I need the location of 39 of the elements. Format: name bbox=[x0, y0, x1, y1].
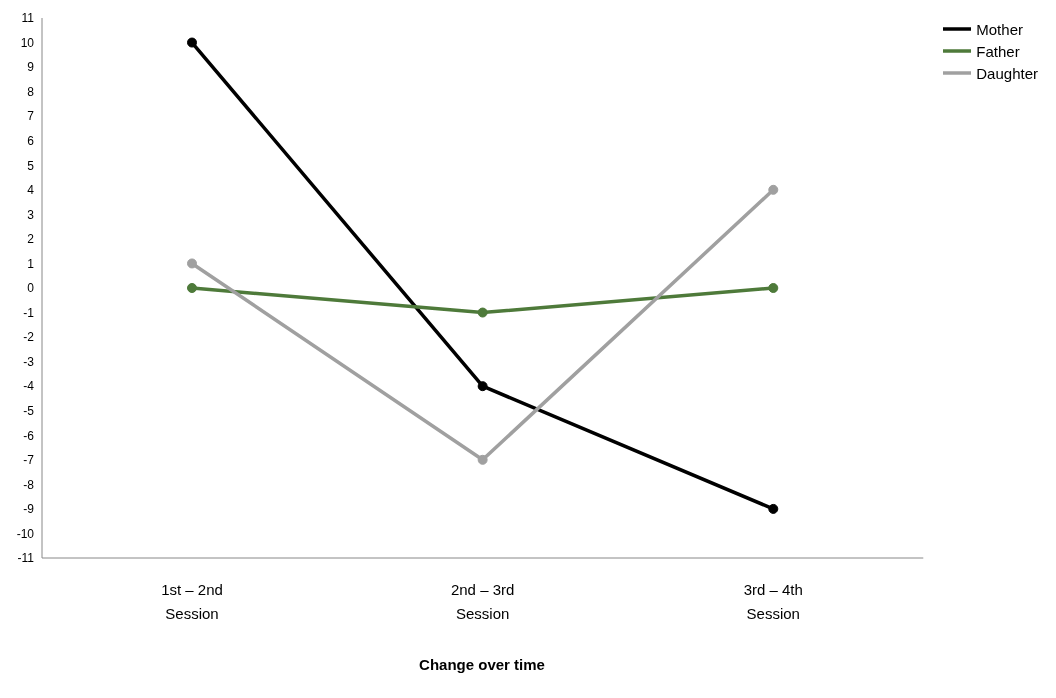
point bbox=[768, 184, 779, 195]
y-tick-label: 11 bbox=[21, 11, 35, 26]
y-tick-label: -5 bbox=[23, 403, 35, 418]
y-tick-label: 2 bbox=[27, 232, 35, 247]
y-tick-label: 7 bbox=[27, 109, 35, 124]
legend-label: Father bbox=[976, 42, 1020, 60]
y-tick-label: -1 bbox=[23, 305, 35, 320]
y-tick-label: -10 bbox=[16, 526, 35, 541]
y-tick-label: -2 bbox=[23, 330, 35, 345]
y-tick-label: -9 bbox=[23, 502, 35, 517]
x-tick-label: 3rd – 4th Session bbox=[743, 580, 803, 622]
point bbox=[477, 307, 488, 318]
legend-label: Mother bbox=[976, 20, 1023, 38]
y-tick-label: 4 bbox=[27, 183, 35, 198]
x-axis-title: Change over time bbox=[418, 656, 546, 673]
y-tick-label: -11 bbox=[17, 551, 35, 566]
y-tick-label: -3 bbox=[23, 354, 35, 369]
y-tick-label: -7 bbox=[23, 453, 35, 468]
point bbox=[187, 258, 197, 269]
y-tick-label: 3 bbox=[27, 207, 35, 222]
y-tick-label: 1 bbox=[27, 256, 35, 271]
y-tick-label: -6 bbox=[23, 428, 35, 443]
legend-label: Daughter bbox=[976, 64, 1038, 82]
x-tick-label: 2nd – 3rd Session bbox=[450, 580, 515, 622]
y-tick-label: -8 bbox=[23, 477, 35, 492]
point bbox=[187, 37, 197, 48]
y-tick-label: 0 bbox=[27, 281, 35, 296]
point bbox=[187, 283, 197, 293]
point bbox=[477, 454, 488, 465]
y-tick-label: 8 bbox=[27, 84, 35, 99]
point bbox=[768, 503, 779, 514]
x-tick-label: 1st – 2nd Session bbox=[161, 580, 223, 622]
point bbox=[768, 283, 779, 293]
y-tick-label: 9 bbox=[27, 60, 35, 75]
y-tick-label: 6 bbox=[27, 133, 35, 148]
y-tick-label: -4 bbox=[23, 379, 35, 394]
y-tick-label: 10 bbox=[20, 35, 35, 50]
y-tick-label: 5 bbox=[27, 158, 35, 173]
point bbox=[477, 381, 488, 392]
